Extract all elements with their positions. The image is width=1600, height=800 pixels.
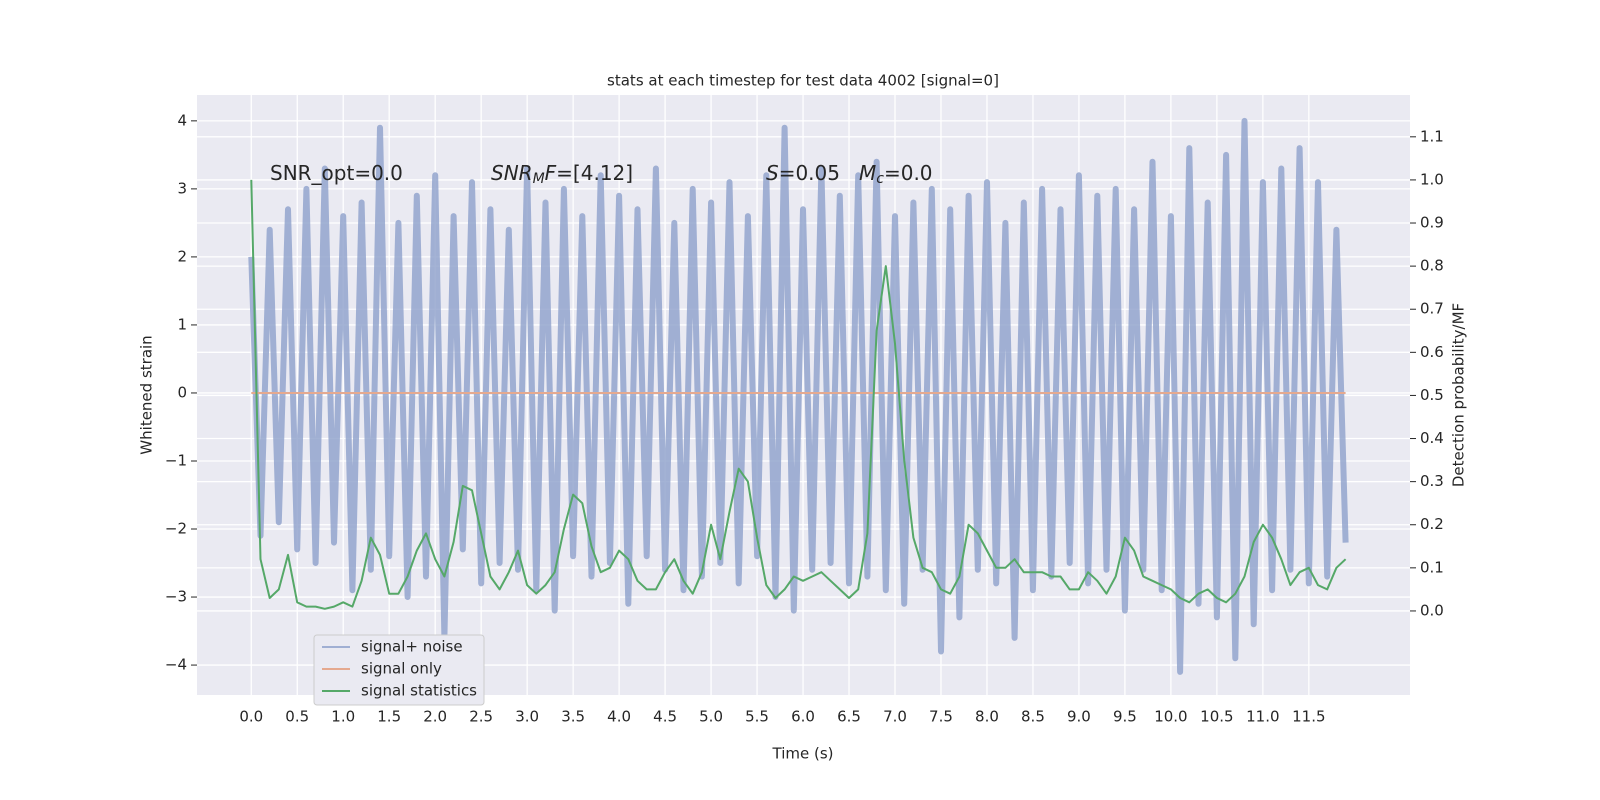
legend-box (313, 634, 485, 706)
annotation-part: c (876, 171, 884, 187)
y-axis-label: Whitened strain (138, 335, 156, 454)
legend-label: signal+ noise (361, 638, 463, 656)
x-tick-label: 0.0 (239, 708, 263, 726)
annotation-part: F (545, 161, 557, 185)
x-tick-label: 11.5 (1292, 708, 1325, 726)
legend-label: signal statistics (361, 682, 477, 700)
x-tick-label: 2.5 (469, 708, 493, 726)
legend-label: signal only (361, 660, 442, 678)
x-tick-label: 6.0 (791, 708, 815, 726)
x-tick-label: 2.0 (423, 708, 447, 726)
annotation-part: =0.05 (779, 161, 840, 185)
x-tick-label: 1.0 (331, 708, 355, 726)
annotation-part: S (766, 161, 779, 185)
y2-tick-label: 0.7 (1420, 300, 1444, 318)
x-tick-label: 11.0 (1246, 708, 1279, 726)
series-line (248, 117, 1349, 675)
x-tick-label: 3.5 (561, 708, 585, 726)
y-tick-label: −1 (165, 451, 187, 469)
x-tick-label: 1.5 (377, 708, 401, 726)
y-tick-label: 1 (177, 315, 187, 333)
y-tick-label: 4 (177, 111, 187, 129)
x-tick-label: 4.0 (607, 708, 631, 726)
y2-tick-label: 1.1 (1420, 127, 1444, 145)
y-tick-label: 0 (177, 383, 187, 401)
annotation: S=0.05 (766, 161, 840, 185)
x-tick-label: 5.0 (699, 708, 723, 726)
x-tick-label: 7.5 (929, 708, 953, 726)
y2-tick-label: 0.3 (1420, 472, 1444, 490)
y-tick-label: 3 (177, 179, 187, 197)
y-tick-label: −2 (165, 520, 187, 538)
x-tick-label: 5.5 (745, 708, 769, 726)
y2-tick-label: 0.4 (1420, 429, 1444, 447)
y2-tick-label: 0.0 (1420, 601, 1444, 619)
series-line (250, 179, 1347, 610)
y-tick-label: −4 (165, 656, 187, 674)
y2-tick-label: 1.0 (1420, 170, 1444, 188)
y2-tick-label: 0.2 (1420, 515, 1444, 533)
x-tick-label: 0.5 (285, 708, 309, 726)
x-tick-label: 10.5 (1200, 708, 1233, 726)
y2-tick-label: 0.8 (1420, 257, 1444, 275)
y2-tick-label: 0.9 (1420, 214, 1444, 232)
x-tick-label: 8.5 (1021, 708, 1045, 726)
annotation-part: M (533, 171, 545, 187)
annotation: SNR_opt=0.0 (270, 161, 403, 185)
y2-tick-label: 0.6 (1420, 343, 1444, 361)
x-tick-label: 10.0 (1154, 708, 1187, 726)
annotation: Mc=0.0 (859, 161, 933, 188)
x-tick-label: 9.5 (1113, 708, 1137, 726)
annotation-part: =0.0 (884, 161, 933, 185)
x-tick-label: 8.0 (975, 708, 999, 726)
annotation-part: M (859, 161, 876, 185)
y2-axis-label: Detection probability/MF (1450, 303, 1468, 487)
x-tick-label: 9.0 (1067, 708, 1091, 726)
annotation-part: SNR (491, 161, 533, 185)
y2-tick-label: 0.5 (1420, 386, 1444, 404)
y-tick-label: −3 (165, 588, 187, 606)
annotation-part: =[4.12] (556, 161, 633, 185)
x-axis-label: Time (s) (772, 745, 834, 763)
x-tick-label: 7.0 (883, 708, 907, 726)
x-tick-label: 4.5 (653, 708, 677, 726)
y2-tick-label: 0.1 (1420, 558, 1444, 576)
chart-title: stats at each timestep for test data 400… (607, 72, 999, 90)
x-tick-label: 3.0 (515, 708, 539, 726)
x-tick-label: 6.5 (837, 708, 861, 726)
annotation-part: SNR_opt=0.0 (270, 161, 403, 185)
annotation: SNRMF=[4.12] (491, 161, 633, 188)
y-tick-label: 2 (177, 247, 187, 265)
